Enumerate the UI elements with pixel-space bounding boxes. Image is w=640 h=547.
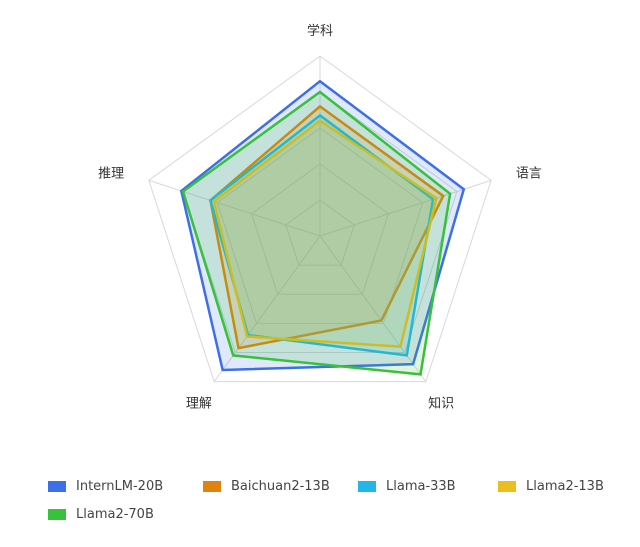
axis-label-2: 知识 (428, 396, 454, 412)
axis-spoke-4 (148, 179, 321, 237)
grid-ring-3 (216, 127, 424, 324)
axis-spoke-2 (319, 235, 427, 382)
series-area-3 (212, 119, 438, 348)
axis-label-3: 理解 (186, 397, 212, 412)
legend-swatch (48, 480, 66, 492)
grid-ring-1 (285, 199, 355, 266)
legend-item[interactable]: Llama-33B (358, 476, 456, 496)
axis-label-1: 语言 (516, 166, 542, 181)
legend-swatch (358, 480, 376, 492)
axis-label-4: 推理 (98, 166, 124, 181)
grid-ring-2 (250, 163, 390, 295)
grid-ring-5 (148, 55, 492, 383)
legend-label: InternLM-20B (76, 478, 164, 494)
legend-item[interactable]: InternLM-20B (48, 476, 163, 496)
radar-series (179, 79, 466, 376)
legend-swatch (498, 480, 516, 492)
axis-spoke-3 (213, 235, 321, 382)
series-area-4 (181, 90, 452, 376)
legend-label: Llama2-70B (76, 506, 154, 522)
radar-spokes (148, 56, 492, 382)
legend-item[interactable]: Llama2-13B (498, 476, 604, 496)
legend-item[interactable]: Llama2-70B (48, 504, 154, 524)
legend-swatch (203, 480, 221, 492)
legend-swatch (48, 508, 66, 520)
legend-label: Llama-33B (386, 478, 456, 494)
series-area-2 (209, 113, 435, 357)
legend-label: Baichuan2-13B (231, 478, 330, 494)
legend-label: Llama2-13B (526, 478, 604, 494)
legend-item[interactable]: Baichuan2-13B (203, 476, 330, 496)
axis-label-0: 学科 (307, 23, 333, 39)
